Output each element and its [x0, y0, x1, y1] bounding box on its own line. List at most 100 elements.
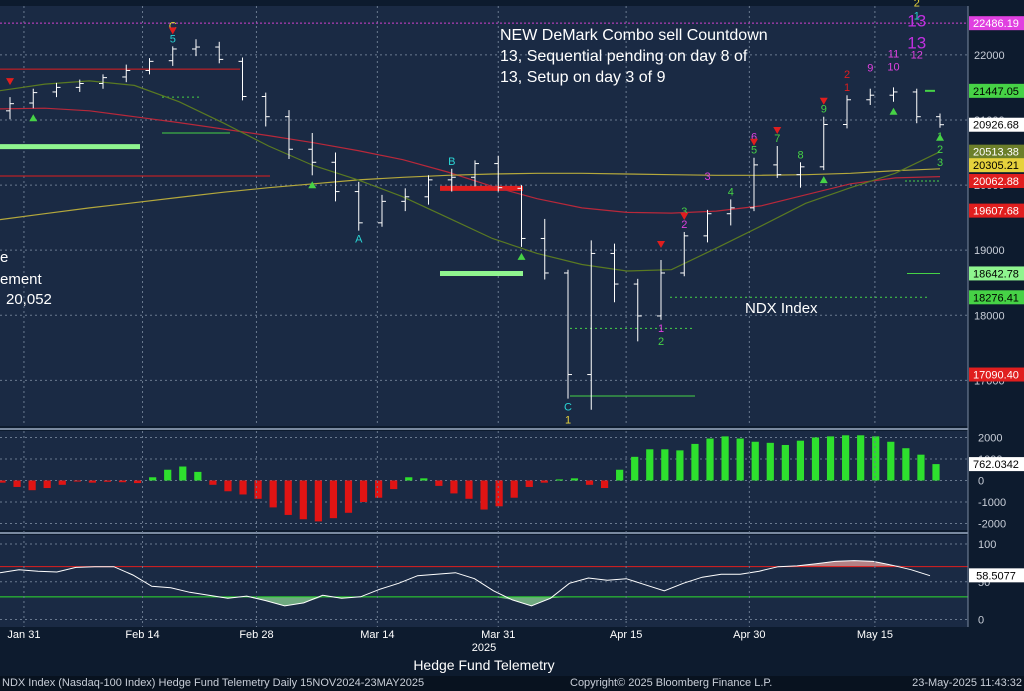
- buy-arrow-icon: [819, 176, 828, 184]
- histogram-bar: [209, 480, 217, 485]
- price-label-text: 17090.40: [973, 370, 1019, 382]
- x-tick-label: May 15: [857, 629, 893, 641]
- histogram-bar: [872, 436, 880, 481]
- price-label-text: 20305.21: [973, 160, 1019, 172]
- price-label-text: 20062.88: [973, 176, 1019, 188]
- histogram-bar: [842, 435, 850, 481]
- buy-arrow-icon: [308, 181, 317, 189]
- price-label-text: 20513.38: [973, 147, 1019, 159]
- histogram-bar: [932, 464, 940, 481]
- histogram-tick-label: 0: [978, 476, 984, 488]
- td-count-label: 13: [907, 34, 926, 53]
- x-tick-label: Feb 14: [125, 629, 159, 641]
- x-tick-label: Mar 31: [481, 629, 515, 641]
- histogram-last-label-text: 762.0342: [973, 459, 1019, 471]
- sma-olive-line: [0, 80, 941, 272]
- x-tick-label: Apr 15: [610, 629, 642, 641]
- footer-copyright: Copyright© 2025 Bloomberg Finance L.P.: [570, 677, 773, 689]
- sell-arrow-icon: [773, 127, 782, 134]
- histogram-bar: [133, 480, 142, 484]
- histogram-bar: [676, 450, 684, 481]
- histogram-bar: [616, 469, 624, 481]
- td-count-label: 2: [844, 69, 850, 81]
- td-count-label: 7: [774, 133, 780, 145]
- histogram-bar: [284, 480, 292, 515]
- sell-arrow-icon: [750, 138, 758, 146]
- histogram-bar: [766, 442, 774, 481]
- histogram-bar: [826, 436, 835, 481]
- sell-arrow-icon: [6, 78, 14, 86]
- histogram-bar: [465, 480, 473, 499]
- td-count-label: B: [448, 156, 455, 168]
- x-tick-label: Feb 28: [239, 629, 273, 641]
- histogram-bar: [118, 480, 127, 483]
- oscillator-last-label-text: 58.5077: [976, 570, 1016, 582]
- td-count-label: 5: [751, 145, 757, 157]
- td-count-label: A: [355, 234, 363, 246]
- sma-red-line: [0, 107, 941, 214]
- histogram-bar: [43, 480, 51, 489]
- td-count-label: 2: [658, 336, 664, 348]
- histogram-bar: [600, 480, 609, 489]
- td-count-label: 6: [751, 132, 757, 144]
- histogram-bar: [405, 477, 413, 481]
- histogram-bar: [224, 480, 232, 492]
- histogram-bar: [0, 480, 6, 483]
- td-count-label: 2: [914, 0, 920, 10]
- histogram-bar: [103, 480, 112, 482]
- histogram-bar: [329, 480, 338, 519]
- histogram-bar: [435, 480, 443, 486]
- histogram-tick-label: -2000: [978, 519, 1006, 531]
- x-tick-label: Apr 30: [733, 629, 765, 641]
- histogram-bar: [691, 443, 699, 481]
- histogram-bar: [149, 477, 157, 481]
- histogram-bar: [736, 438, 744, 481]
- histogram-bar: [555, 479, 563, 481]
- histogram-bar: [540, 480, 548, 483]
- td-count-label: 2: [937, 144, 943, 156]
- oscillator-panel-bg: [0, 535, 968, 627]
- td-count-label: 12: [911, 50, 923, 62]
- sell-arrow-icon: [680, 212, 689, 220]
- histogram-bar: [194, 471, 202, 481]
- histogram-bar: [570, 478, 579, 481]
- td-count-label: 1: [658, 323, 664, 335]
- overbought-shading: [0, 560, 930, 567]
- oscillator-line: [0, 560, 931, 607]
- sell-arrow-icon: [819, 97, 828, 105]
- price-panel: 170001800019000200002100022000C5BAC11223…: [0, 0, 1024, 427]
- price-label-box: [969, 144, 1024, 159]
- histogram-panel: -2000-1000010002000762.0342: [0, 431, 1024, 531]
- price-label-box: [969, 16, 1024, 31]
- histogram-bar: [796, 440, 805, 481]
- td-count-label: 8: [797, 149, 803, 161]
- td-count-label: 1: [914, 11, 920, 23]
- sma-yellow-line: [0, 168, 941, 221]
- price-label-text: 22486.19: [973, 18, 1019, 30]
- histogram-bar: [359, 480, 368, 503]
- td-count-label: 13: [907, 12, 926, 31]
- price-tick-label: 19000: [974, 245, 1005, 257]
- td-count-label: 11: [888, 48, 899, 60]
- oscillator-tick-label: 100: [978, 539, 996, 551]
- price-label-text: 19607.68: [973, 206, 1019, 218]
- footer-center-title: Hedge Fund Telemetry: [413, 657, 554, 673]
- left-cut-text-2: ement: [0, 271, 43, 288]
- left-cut-text-1: e: [0, 249, 8, 266]
- td-count-label: 9: [821, 104, 827, 116]
- td-count-label: 3: [937, 157, 943, 169]
- price-tick-label: 18000: [974, 310, 1005, 322]
- price-labels: 22486.19 21447.05 20926.68 20513.3820305.21…: [969, 16, 1024, 382]
- price-label-box: [969, 173, 1024, 188]
- buy-arrow-icon: [889, 107, 898, 115]
- histogram-bar: [811, 437, 820, 481]
- histogram-bar: [269, 480, 277, 508]
- histogram-bar: [495, 480, 503, 507]
- price-label-box: [969, 158, 1024, 173]
- oscillator-tick-label: 0: [978, 614, 984, 626]
- histogram-bar: [585, 480, 594, 485]
- histogram-bar: [420, 478, 428, 481]
- buy-arrow-icon: [517, 252, 526, 260]
- price-label-box: [969, 367, 1024, 382]
